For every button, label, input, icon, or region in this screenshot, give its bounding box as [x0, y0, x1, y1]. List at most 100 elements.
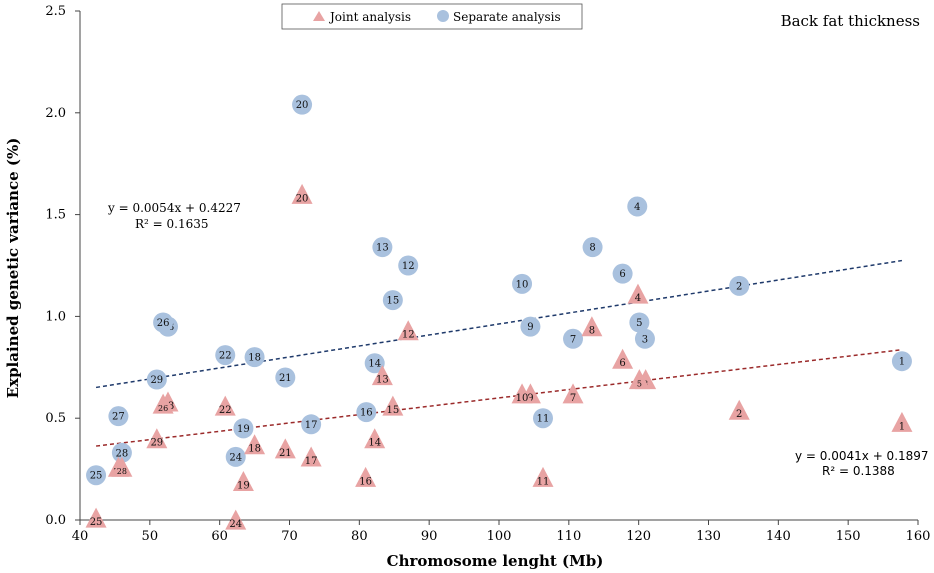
- separate-point: 6: [612, 263, 633, 284]
- y-tick-label: 0.0: [45, 513, 66, 528]
- joint-point-marker: [232, 470, 254, 491]
- joint-point-marker: [85, 507, 107, 528]
- y-tick-label: 0.5: [45, 411, 66, 426]
- joint-point-marker: [581, 316, 603, 337]
- joint-point: 21: [274, 438, 296, 459]
- separate-point-marker: [382, 290, 403, 311]
- joint-point-label: 21: [279, 448, 292, 459]
- separate-point-marker: [108, 406, 129, 427]
- separate-point: 29: [146, 369, 167, 390]
- joint-point: 13: [371, 365, 393, 385]
- joint-point: 26: [152, 393, 174, 414]
- joint-point: 20: [291, 183, 313, 204]
- joint-point: 19: [232, 470, 254, 491]
- joint-point: 12: [397, 320, 419, 341]
- joint-point-label: 14: [368, 438, 381, 449]
- separate-point-label: 18: [248, 353, 261, 364]
- separate-point: 27: [108, 406, 129, 427]
- x-tick-label: 110: [556, 529, 581, 544]
- joint-point-label: 24: [229, 519, 242, 530]
- separate-point: 20: [292, 94, 313, 115]
- joint-point: 10: [511, 383, 533, 404]
- joint-point-marker: [511, 383, 533, 404]
- separate-point: 25: [86, 465, 107, 486]
- separate-point-label: 22: [219, 351, 232, 362]
- joint-point: 15: [382, 395, 404, 416]
- joint-point: 24: [225, 509, 247, 530]
- joint-point: 1: [891, 411, 913, 432]
- separate-point: 21: [275, 367, 296, 388]
- y-tick-label: 1.5: [45, 208, 66, 223]
- joint-point-label: 20: [296, 193, 309, 204]
- x-tick-label: 70: [281, 529, 298, 544]
- separate-point-marker: [634, 328, 655, 349]
- separate-point-marker: [612, 263, 633, 284]
- x-tick-label: 120: [626, 529, 651, 544]
- separate-point-marker: [146, 369, 167, 390]
- separate-point-marker: [215, 345, 236, 366]
- y-tick-label: 2.0: [45, 106, 66, 121]
- x-tick-label: 40: [72, 529, 89, 544]
- joint-r2: R² = 0.1388: [822, 464, 895, 478]
- x-tick-label: 150: [836, 529, 861, 544]
- separate-point-marker: [729, 275, 750, 296]
- legend: Joint analysis Separate analysis: [281, 3, 583, 30]
- separate-point-marker: [356, 402, 377, 423]
- separate-point-marker: [86, 465, 107, 486]
- separate-point-label: 28: [116, 448, 129, 459]
- separate-point: 16: [356, 402, 377, 423]
- separate-point: 18: [244, 347, 265, 368]
- joint-point-label: 29: [150, 438, 163, 449]
- separate-point-marker: [233, 418, 254, 439]
- x-tick-label: 90: [421, 529, 438, 544]
- joint-point-label: 18: [248, 444, 261, 455]
- joint-point-label: 7: [570, 393, 576, 404]
- joint-point-label: 10: [516, 393, 529, 404]
- separate-point-marker: [891, 351, 912, 372]
- joint-point-label: 12: [402, 330, 415, 341]
- y-tick-label: 2.5: [45, 4, 66, 19]
- joint-point: 5: [628, 369, 650, 390]
- separate-point-label: 13: [376, 243, 389, 254]
- joint-point-marker: [612, 348, 634, 369]
- joint-point-label: 4: [635, 293, 641, 304]
- joint-point-label: 22: [219, 405, 232, 416]
- joint-point-label: 15: [386, 405, 399, 416]
- separate-point-label: 9: [527, 322, 533, 333]
- joint-point-marker: [152, 393, 174, 414]
- joint-point-marker: [355, 466, 377, 487]
- separate-point-marker: [292, 94, 313, 115]
- joint-point-marker: [244, 434, 266, 455]
- y-axis-title: Explained genetic variance (%): [4, 138, 22, 399]
- x-tick-label: 140: [766, 529, 791, 544]
- separate-point-marker: [563, 328, 584, 349]
- separate-point-marker: [244, 347, 265, 368]
- joint-point-marker: [628, 369, 650, 390]
- separate-point: 22: [215, 345, 236, 366]
- joint-point-marker: [225, 509, 247, 530]
- separate-point-label: 8: [589, 243, 595, 254]
- separate-point-marker: [627, 196, 648, 217]
- joint-point-label: 28: [117, 467, 127, 476]
- separate-point-label: 14: [368, 359, 381, 370]
- x-tick-label: 50: [142, 529, 159, 544]
- data-points: 1234567891011121314151617181920212223242…: [85, 94, 913, 530]
- joint-point: 11: [532, 466, 554, 487]
- separate-point: 5: [629, 312, 650, 333]
- separate-point-label: 16: [360, 408, 373, 419]
- separate-point-label: 1: [899, 357, 905, 368]
- joint-point-marker: [627, 283, 649, 304]
- separate-point: 11: [532, 408, 553, 429]
- legend-circle-icon: [437, 10, 449, 22]
- joint-trendline: [95, 348, 903, 447]
- separate-point-marker: [301, 414, 322, 435]
- legend-box: [281, 3, 583, 30]
- separate-point-marker: [111, 442, 132, 463]
- separate-point: 19: [233, 418, 254, 439]
- separate-point-label: 19: [237, 424, 250, 435]
- joint-point-label: 13: [376, 374, 389, 385]
- separate-point-label: 5: [636, 318, 642, 329]
- separate-trendline: [95, 259, 903, 389]
- joint-point-label: 8: [589, 326, 595, 337]
